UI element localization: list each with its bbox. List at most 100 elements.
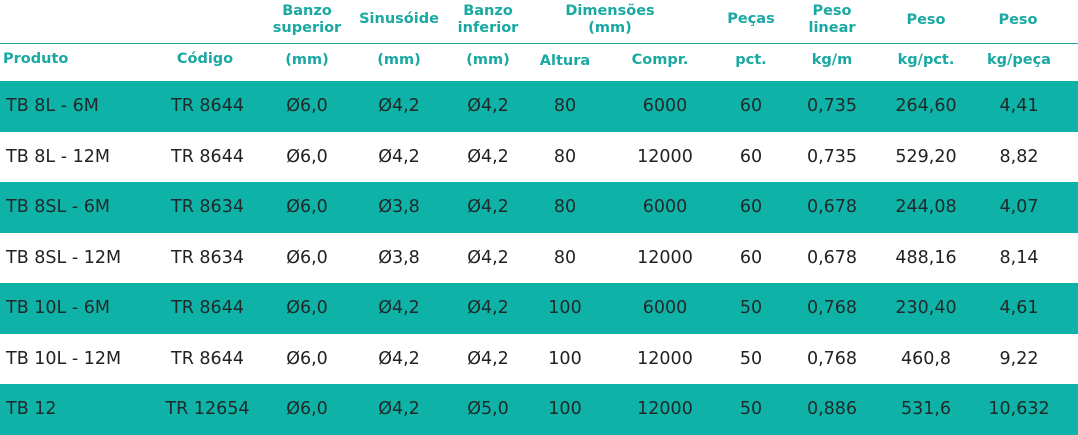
cell-codigo: TR 8644: [171, 146, 244, 167]
cell-peso-pct: 488,16: [895, 247, 957, 268]
cell-peso-pct: 529,20: [895, 146, 957, 167]
cell-produto: TB 8SL - 6M: [6, 197, 110, 217]
cell-codigo: TR 8644: [171, 348, 244, 369]
cell-banzo-inferior: Ø4,2: [467, 146, 509, 167]
cell-altura: 80: [553, 146, 577, 167]
cell-compr: 12000: [637, 348, 693, 369]
cell-codigo: TR 8644: [171, 298, 244, 318]
cell-pecas: 60: [739, 197, 763, 217]
cell-sinusoide: Ø3,8: [378, 197, 420, 217]
table-row: TB 8SL - 12M TR 8634 Ø6,0 Ø3,8 Ø4,2 80 1…: [0, 233, 1078, 284]
cell-pecas: 60: [739, 247, 763, 268]
cell-peso-peca: 9,22: [999, 348, 1039, 369]
header-produto: Produto: [3, 51, 69, 67]
cell-peso-linear: 0,768: [806, 348, 858, 369]
cell-banzo-superior: Ø6,0: [286, 298, 328, 318]
header-banzo-superior-line1: Banzo: [282, 3, 332, 19]
cell-sinusoide: Ø3,8: [378, 247, 420, 268]
cell-produto: TB 8SL - 12M: [6, 247, 122, 268]
cell-peso-pct: 264,60: [895, 96, 957, 116]
table-row: TB 12 TR 12654 Ø6,0 Ø4,2 Ø5,0 100 12000 …: [0, 384, 1078, 435]
cell-peso-peca: 4,61: [999, 298, 1039, 318]
cell-sinusoide: Ø4,2: [378, 348, 420, 369]
cell-codigo: TR 8634: [171, 247, 244, 268]
cell-peso-linear: 0,768: [806, 298, 858, 318]
cell-peso-linear: 0,678: [806, 197, 858, 217]
cell-peso-pct: 244,08: [895, 197, 957, 217]
cell-peso-peca: 8,14: [999, 247, 1039, 268]
cell-banzo-superior: Ø6,0: [286, 348, 328, 369]
header-kgm: kg/m: [811, 52, 853, 68]
header-peso-peca: Peso: [998, 12, 1038, 28]
cell-altura: 100: [548, 399, 582, 419]
cell-peso-peca: 4,41: [999, 96, 1039, 116]
header-mm-superior: (mm): [285, 52, 329, 68]
cell-banzo-inferior: Ø5,0: [467, 399, 509, 419]
cell-banzo-superior: Ø6,0: [286, 399, 328, 419]
cell-banzo-superior: Ø6,0: [286, 197, 328, 217]
cell-banzo-inferior: Ø4,2: [467, 197, 509, 217]
cell-peso-pct: 531,6: [900, 399, 952, 419]
cell-banzo-inferior: Ø4,2: [467, 96, 509, 116]
cell-banzo-inferior: Ø4,2: [467, 247, 509, 268]
cell-banzo-superior: Ø6,0: [286, 146, 328, 167]
table-row: TB 10L - 6M TR 8644 Ø6,0 Ø4,2 Ø4,2 100 6…: [0, 283, 1078, 334]
header-banzo-inferior: Banzo inferior: [452, 3, 524, 37]
header-banzo-inferior-line2: inferior: [457, 20, 519, 36]
header-banzo-inferior-line1: Banzo: [463, 3, 513, 19]
cell-peso-linear: 0,886: [806, 399, 858, 419]
cell-sinusoide: Ø4,2: [378, 399, 420, 419]
cell-peso-peca: 8,82: [999, 146, 1039, 167]
cell-compr: 12000: [637, 399, 693, 419]
cell-pecas: 50: [739, 298, 763, 318]
cell-peso-linear: 0,678: [806, 247, 858, 268]
cell-peso-linear: 0,735: [806, 146, 858, 167]
cell-pecas: 60: [739, 146, 763, 167]
header-pecas: Peças: [727, 11, 775, 27]
header-peso-linear-line1: Peso: [812, 3, 852, 19]
cell-altura: 80: [553, 247, 577, 268]
cell-pecas: 60: [739, 96, 763, 116]
cell-produto: TB 10L - 12M: [6, 348, 122, 369]
cell-compr: 12000: [637, 146, 693, 167]
cell-altura: 100: [548, 298, 582, 318]
header-banzo-superior: Banzo superior: [268, 3, 346, 37]
cell-peso-peca: 4,07: [999, 197, 1039, 217]
cell-peso-peca: 10,632: [988, 399, 1050, 419]
header-banzo-superior-line2: superior: [272, 20, 342, 36]
cell-compr: 12000: [637, 247, 693, 268]
cell-compr: 6000: [642, 298, 688, 318]
cell-banzo-superior: Ø6,0: [286, 96, 328, 116]
header-dimensoes-line1: Dimensões: [565, 3, 655, 19]
header-kgpct: kg/pct.: [897, 52, 955, 68]
cell-banzo-superior: Ø6,0: [286, 247, 328, 268]
header-sinusoide: Sinusóide: [359, 11, 439, 27]
header-mm-inferior: (mm): [466, 52, 510, 68]
cell-sinusoide: Ø4,2: [378, 146, 420, 167]
table-row: TB 8L - 6M TR 8644 Ø6,0 Ø4,2 Ø4,2 80 600…: [0, 81, 1078, 132]
cell-peso-pct: 460,8: [900, 348, 952, 369]
cell-pecas: 50: [739, 399, 763, 419]
header-divider: [0, 43, 1078, 44]
header-pct: pct.: [735, 52, 767, 68]
cell-altura: 80: [553, 96, 577, 116]
cell-compr: 6000: [642, 96, 688, 116]
header-peso-linear: Peso linear: [796, 3, 868, 37]
cell-produto: TB 8L - 12M: [6, 146, 110, 167]
header-mm-sinusoide: (mm): [377, 52, 421, 68]
cell-produto: TB 12: [6, 399, 57, 419]
cell-codigo: TR 12654: [165, 399, 250, 419]
cell-sinusoide: Ø4,2: [378, 96, 420, 116]
cell-peso-pct: 230,40: [895, 298, 957, 318]
header-dimensoes-line2: (mm): [588, 20, 632, 36]
table-row: TB 8SL - 6M TR 8634 Ø6,0 Ø3,8 Ø4,2 80 60…: [0, 182, 1078, 233]
cell-sinusoide: Ø4,2: [378, 298, 420, 318]
header-peso-linear-line2: linear: [808, 20, 856, 36]
header-kgpeca: kg/peça: [987, 52, 1051, 68]
cell-peso-linear: 0,735: [806, 96, 858, 116]
cell-banzo-inferior: Ø4,2: [467, 348, 509, 369]
cell-compr: 6000: [642, 197, 688, 217]
header-dimensoes: Dimensões (mm): [555, 3, 665, 37]
cell-codigo: TR 8634: [171, 197, 244, 217]
